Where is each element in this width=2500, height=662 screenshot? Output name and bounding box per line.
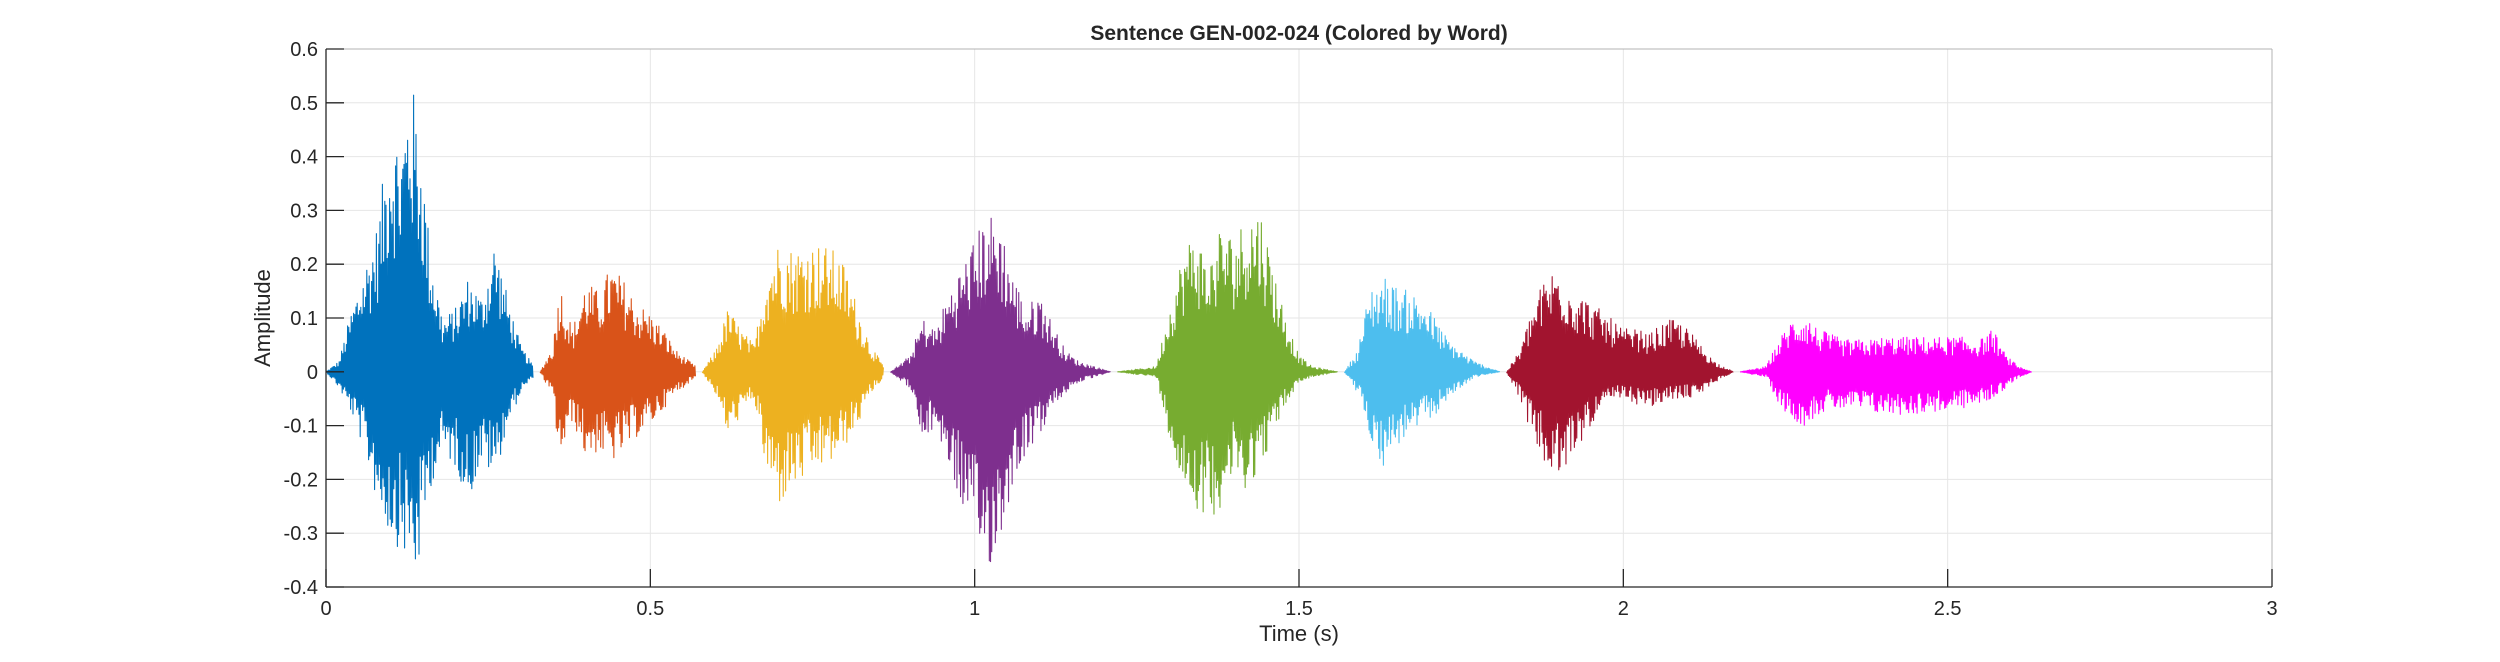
y-axis-label: Amplitude — [250, 269, 275, 367]
y-tick-label: 0.6 — [290, 39, 318, 61]
tick-marks — [325, 48, 2273, 588]
y-tick-label: 0.4 — [290, 147, 318, 169]
x-tick-label: 0 — [320, 598, 331, 620]
y-tick-label: -0.4 — [284, 577, 318, 599]
x-tick-label: 3 — [2266, 598, 2277, 620]
word-segment-4 — [890, 217, 1111, 563]
word-segment-7 — [1506, 276, 1734, 471]
y-tick-label: 0.3 — [290, 200, 318, 222]
y-tick-label: -0.3 — [284, 523, 318, 545]
x-tick-label: 2 — [1618, 598, 1629, 620]
x-tick-label: 2.5 — [1934, 598, 1962, 620]
x-tick-label: 0.5 — [636, 598, 664, 620]
y-tick-label: 0.2 — [290, 254, 318, 276]
y-tick-label: 0 — [307, 362, 318, 384]
word-segment-5 — [1117, 222, 1338, 515]
y-tick-label: -0.1 — [284, 416, 318, 438]
word-segment-1 — [325, 94, 534, 560]
word-segment-6 — [1343, 278, 1501, 466]
grid-lines — [326, 49, 2272, 587]
y-tick-label: 0.5 — [290, 93, 318, 115]
waveform-series — [325, 94, 2032, 563]
y-tick-label: 0.1 — [290, 308, 318, 330]
x-tick-label: 1 — [969, 598, 980, 620]
x-axis-label: Time (s) — [1259, 621, 1339, 646]
tick-labels: 0 0.5 1 1.5 2 2.5 3 -0.4 -0.3 -0.2 -0.1 0 0.1 0.2 0.3 0… — [284, 39, 2278, 620]
y-tick-label: -0.2 — [284, 469, 318, 491]
word-segment-3 — [701, 248, 884, 502]
chart-title: Sentence GEN-002-024 (Colored by Word) — [1090, 22, 1507, 45]
word-segment-8 — [1739, 323, 2032, 426]
word-segment-2 — [539, 274, 697, 459]
x-tick-label: 1.5 — [1285, 598, 1313, 620]
